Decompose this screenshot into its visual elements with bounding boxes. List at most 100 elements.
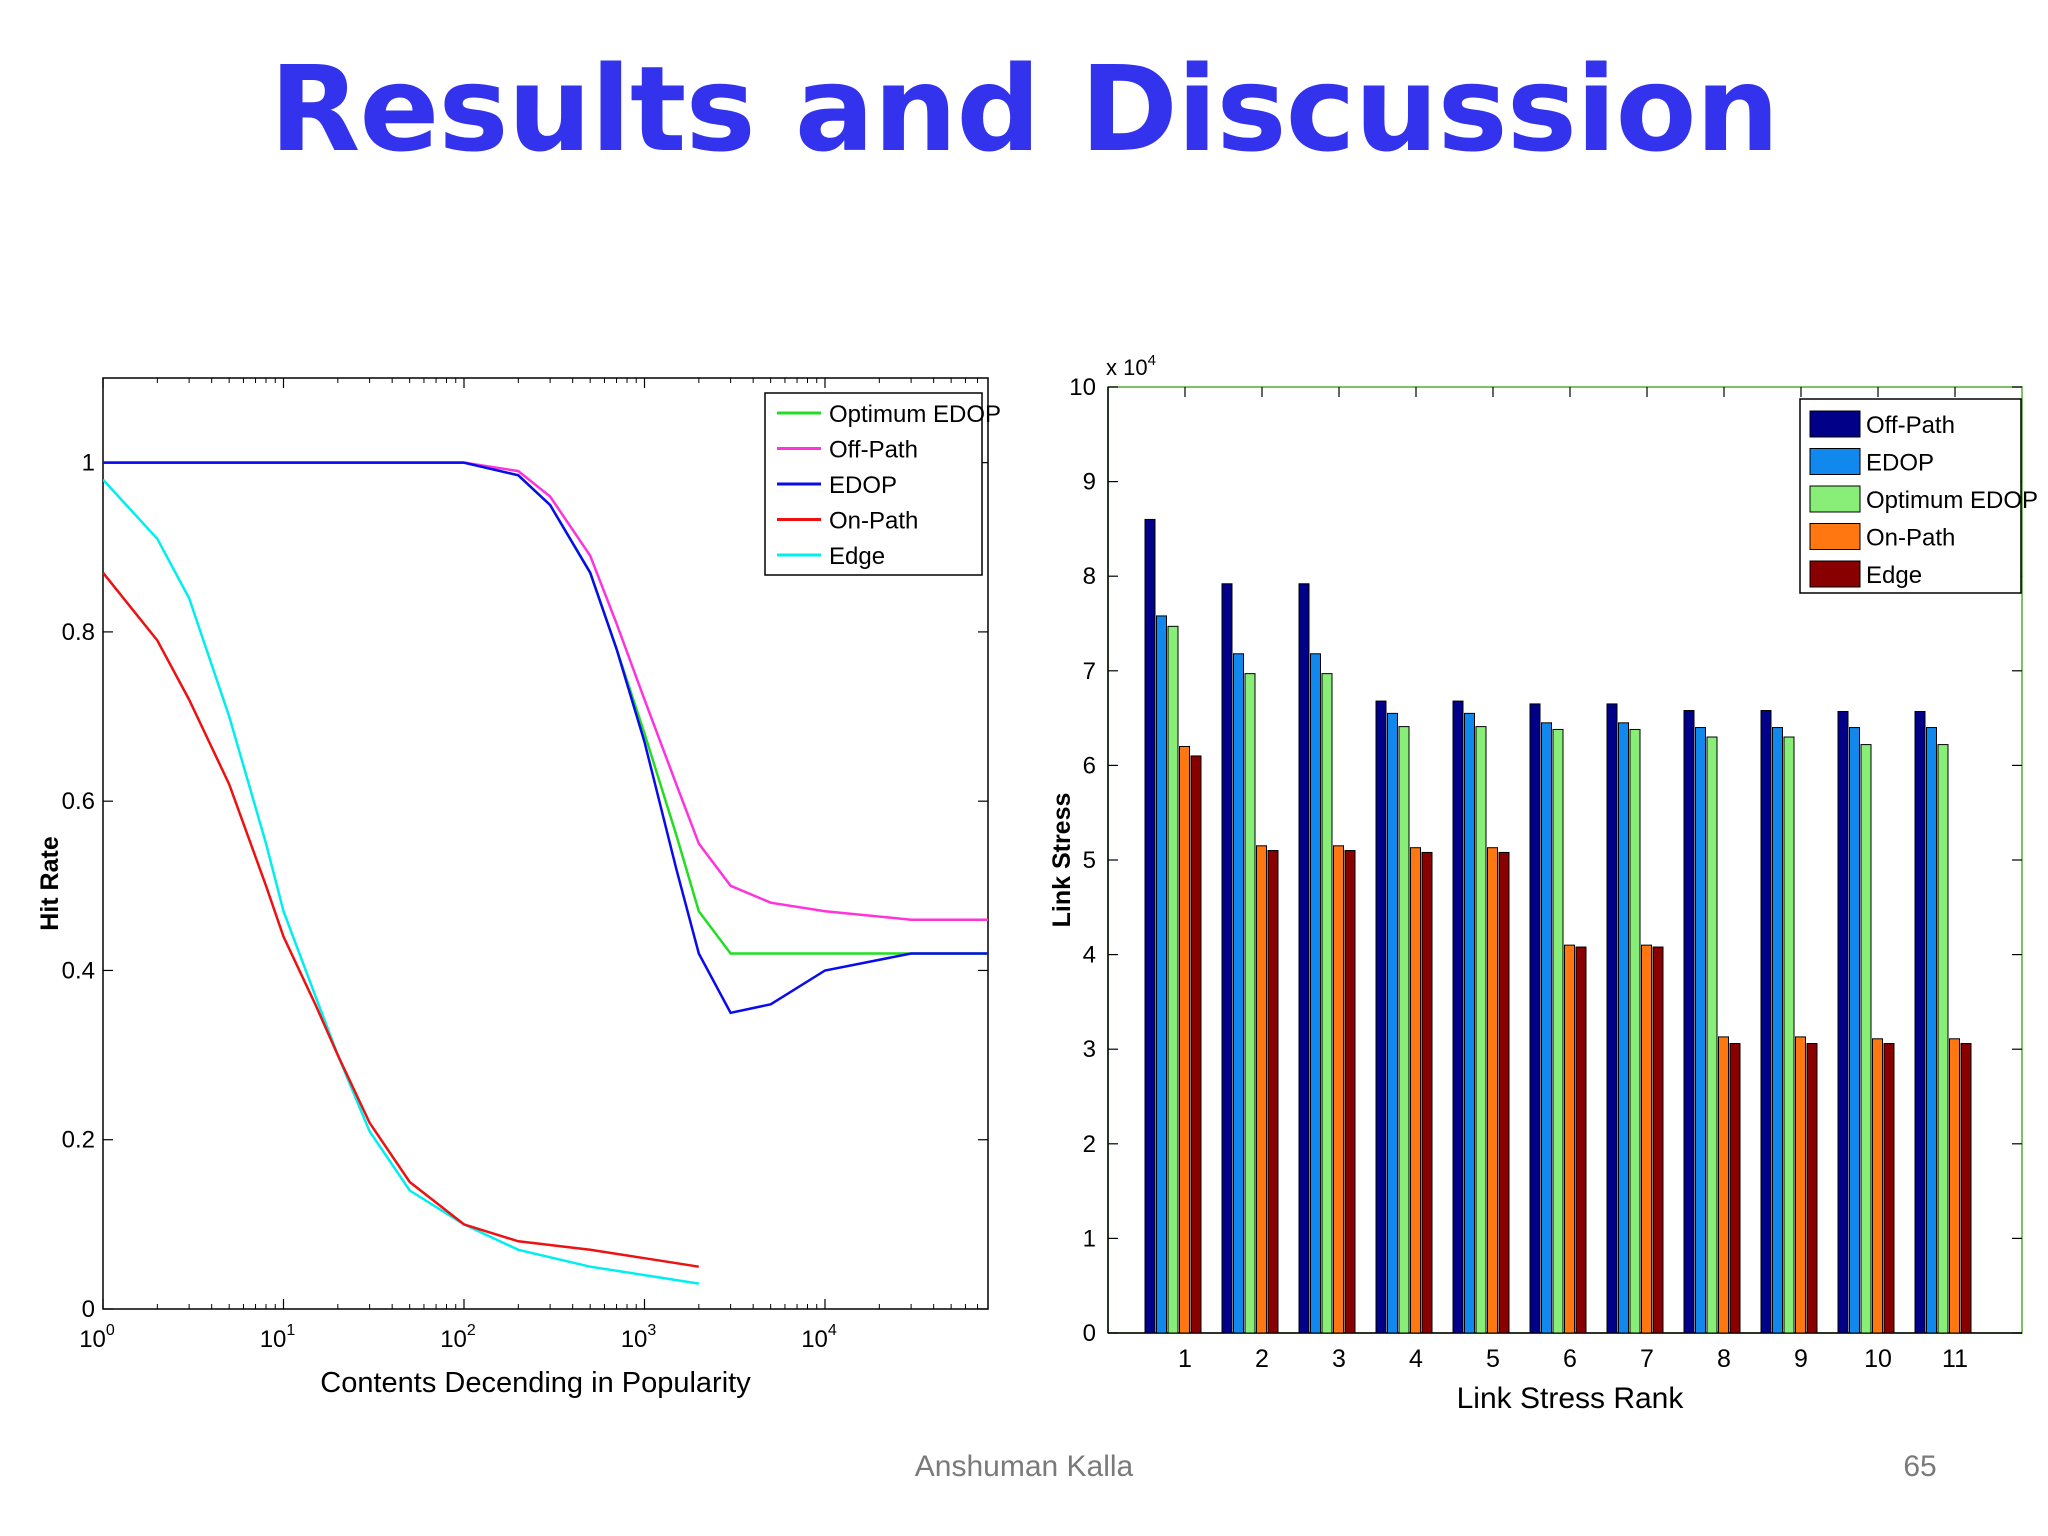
y-tick-label: 0 (1083, 1320, 1096, 1347)
x-tick-label: 2 (1255, 1345, 1269, 1373)
legend-swatch (1809, 523, 1861, 550)
bar-off-path-3 (1298, 583, 1310, 1334)
bar-optimum-edop-8 (1706, 736, 1718, 1334)
y-multiplier: x 104 (1106, 352, 1156, 380)
series-line-on-path (103, 571, 699, 1268)
bar-on-path-10 (1872, 1038, 1883, 1334)
bar-off-path-10 (1837, 710, 1849, 1334)
bar-edop-5 (1464, 712, 1475, 1334)
x-tick-label: 6 (1563, 1345, 1577, 1373)
x-tick-label: 1 (1178, 1345, 1192, 1373)
bar-optimum-edop-5 (1475, 726, 1487, 1334)
bar-on-path-7 (1641, 944, 1652, 1334)
x-tick-label: 102 (440, 1322, 476, 1353)
bar-optimum-edop-6 (1552, 728, 1564, 1334)
y-tick-label: 1 (1083, 1225, 1096, 1252)
y-tick-label: 0.4 (62, 957, 95, 984)
legend-entry: Optimum EDOP (829, 401, 1001, 428)
legend-entry: Optimum EDOP (1866, 487, 2038, 514)
legend-entry: EDOP (1866, 450, 1934, 477)
bar-edop-6 (1541, 722, 1552, 1334)
x-tick-label: 101 (260, 1322, 296, 1353)
bar-on-path-6 (1564, 944, 1575, 1334)
x-tick-label: 104 (801, 1322, 837, 1353)
bar-edop-7 (1618, 722, 1629, 1334)
x-tick-label: 9 (1794, 1345, 1808, 1373)
y-axis-label: Hit Rate (36, 836, 64, 931)
series-line-edop (103, 461, 988, 1015)
x-tick-label: 10 (1864, 1345, 1892, 1373)
bar-edop-9 (1772, 727, 1783, 1334)
bar-on-path-1 (1179, 745, 1190, 1334)
legend-entry: Off-Path (829, 437, 918, 464)
legend-entry: Edge (1866, 562, 1922, 589)
bar-optimum-edop-3 (1321, 673, 1333, 1334)
bar-optimum-edop-7 (1629, 728, 1641, 1334)
page-number: 65 (1903, 1450, 1937, 1483)
series-line-off-path (103, 461, 988, 921)
bar-optimum-edop-2 (1244, 673, 1256, 1334)
y-tick-label: 9 (1083, 469, 1096, 496)
y-tick-label: 2 (1083, 1131, 1096, 1158)
legend-entry: On-Path (829, 508, 918, 535)
legend-entry: Edge (829, 543, 885, 570)
bar-edge-4 (1421, 851, 1433, 1334)
x-tick-label: 103 (621, 1322, 657, 1353)
bar-on-path-4 (1410, 847, 1421, 1334)
bar-edop-3 (1310, 653, 1321, 1334)
bar-edge-5 (1498, 851, 1510, 1334)
y-tick-label: 1 (82, 450, 95, 477)
y-tick-label: 0.6 (62, 788, 95, 815)
bar-edge-8 (1729, 1043, 1741, 1334)
slide-title: Results and Discussion (269, 40, 1779, 178)
bar-optimum-edop-4 (1398, 726, 1410, 1334)
legend-swatch (1809, 560, 1861, 588)
x-tick-label: 7 (1640, 1345, 1654, 1373)
bar-off-path-11 (1914, 710, 1926, 1334)
y-tick-label: 0.8 (62, 619, 95, 646)
bar-optimum-edop-1 (1167, 625, 1179, 1334)
bar-off-path-9 (1760, 710, 1772, 1334)
x-tick-label: 4 (1409, 1345, 1423, 1373)
y-tick-label: 8 (1083, 563, 1096, 590)
bar-edge-11 (1960, 1043, 1972, 1334)
bar-edge-1 (1190, 755, 1202, 1334)
legend-entry: EDOP (829, 472, 897, 499)
legend-swatch (1809, 410, 1861, 438)
bar-edge-3 (1344, 850, 1356, 1334)
bar-edop-11 (1926, 727, 1937, 1334)
bar-edge-10 (1883, 1043, 1895, 1334)
footer-author: Anshuman Kalla (914, 1450, 1134, 1483)
bar-edop-4 (1387, 712, 1398, 1334)
bar-on-path-8 (1718, 1036, 1729, 1334)
y-tick-label: 5 (1083, 847, 1096, 874)
y-tick-label: 7 (1083, 658, 1096, 685)
y-tick-label: 0 (82, 1296, 95, 1323)
x-tick-label: 3 (1332, 1345, 1346, 1373)
legend-swatch (1809, 448, 1861, 475)
bar-on-path-3 (1333, 845, 1344, 1334)
bar-edop-2 (1233, 653, 1244, 1334)
y-tick-label: 3 (1083, 1036, 1096, 1063)
bar-edop-1 (1156, 615, 1167, 1334)
bar-off-path-1 (1144, 518, 1156, 1334)
bar-off-path-4 (1375, 700, 1387, 1334)
bar-off-path-8 (1683, 710, 1695, 1334)
y-tick-label: 4 (1083, 942, 1096, 969)
bar-edop-8 (1695, 727, 1706, 1334)
bar-on-path-11 (1949, 1038, 1960, 1334)
bar-on-path-2 (1256, 845, 1267, 1334)
bar-off-path-2 (1221, 583, 1233, 1334)
x-tick-label: 100 (79, 1322, 115, 1353)
x-axis-label: Link Stress Rank (1457, 1382, 1685, 1415)
x-tick-label: 5 (1486, 1345, 1500, 1373)
y-tick-label: 10 (1069, 374, 1096, 401)
bar-optimum-edop-9 (1783, 736, 1795, 1334)
legend-entry: On-Path (1866, 525, 1955, 552)
bar-on-path-9 (1795, 1036, 1806, 1334)
y-tick-label: 6 (1083, 752, 1096, 779)
x-tick-label: 11 (1942, 1345, 1968, 1373)
bar-off-path-6 (1529, 703, 1541, 1334)
bar-edop-10 (1849, 727, 1860, 1334)
